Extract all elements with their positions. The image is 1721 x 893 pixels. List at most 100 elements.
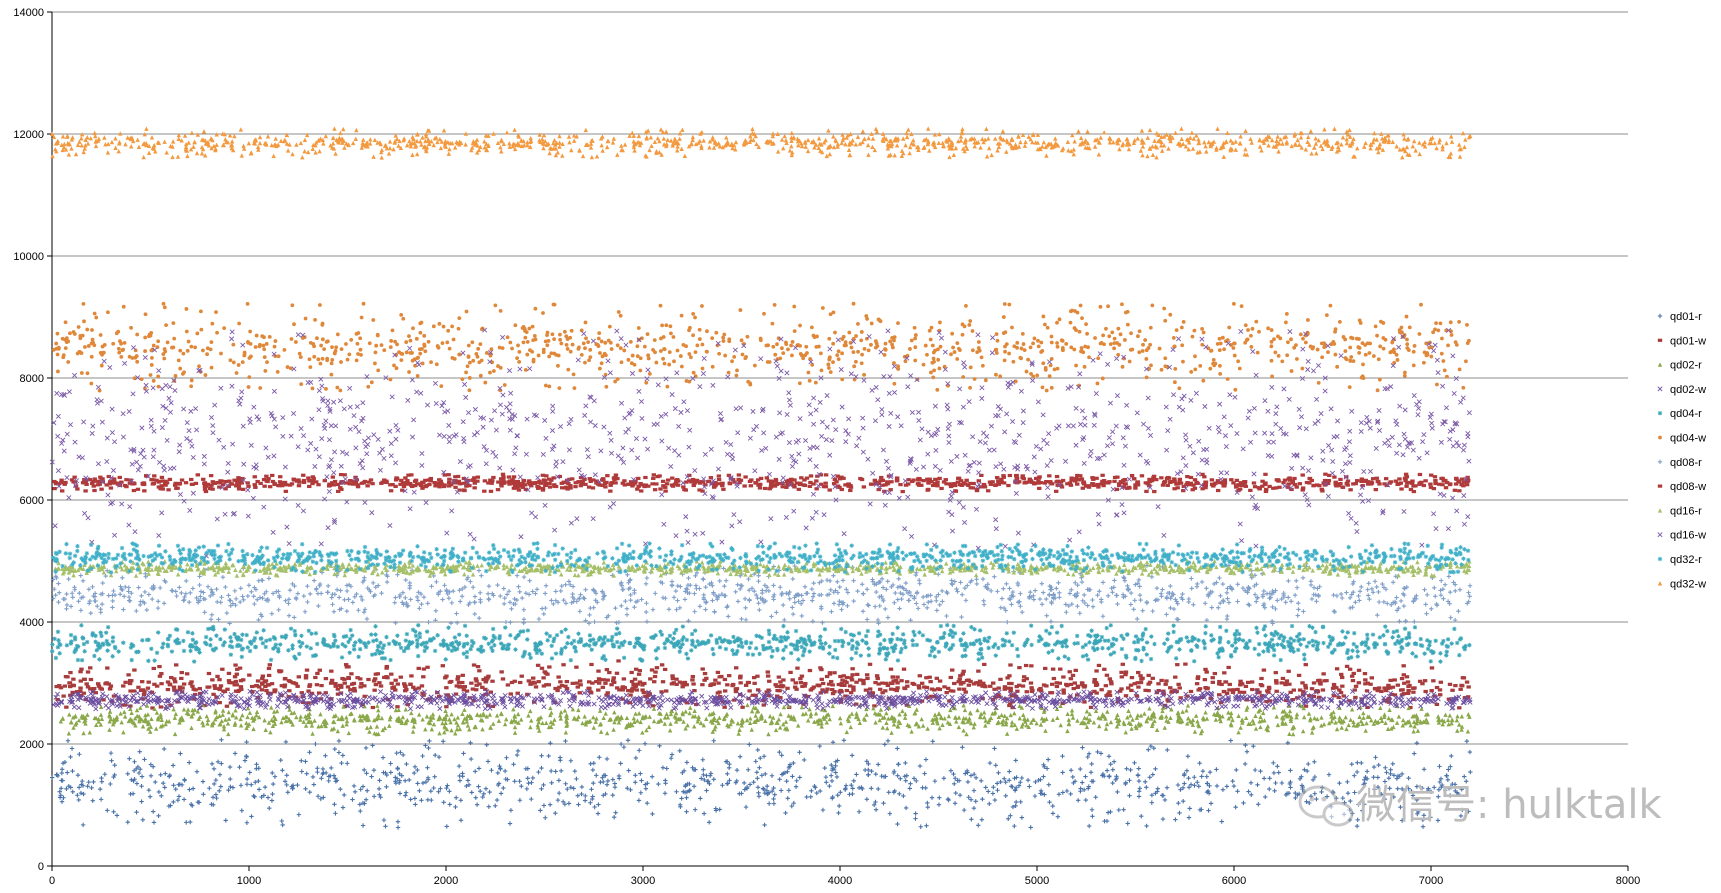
- data-point: [755, 688, 761, 692]
- data-point: [1200, 768, 1206, 774]
- data-point: [266, 691, 271, 695]
- data-point: [163, 771, 168, 776]
- data-point: [1415, 718, 1420, 724]
- data-point: [1332, 714, 1337, 720]
- data-point: [1184, 635, 1189, 640]
- data-point: [992, 746, 997, 751]
- data-point: [1283, 681, 1288, 686]
- data-point: [649, 774, 655, 779]
- data-point: [722, 715, 727, 721]
- data-point: [159, 717, 164, 723]
- data-point: [792, 717, 797, 722]
- data-point: [1186, 775, 1191, 781]
- data-point: [610, 679, 616, 683]
- data-point: [856, 631, 862, 636]
- y-tick-label: 8000: [20, 373, 44, 385]
- data-point: [853, 650, 859, 656]
- data-point: [256, 778, 261, 784]
- data-point: [1080, 745, 1085, 750]
- data-point: [1341, 694, 1346, 698]
- data-point: [1450, 781, 1455, 787]
- data-point: [728, 704, 734, 711]
- data-point: [1274, 714, 1279, 719]
- data-point: [910, 681, 915, 686]
- data-point: [346, 675, 351, 680]
- data-point: [107, 727, 112, 732]
- data-point: [818, 718, 824, 723]
- data-point: [87, 730, 93, 735]
- data-point: [962, 707, 968, 713]
- data-point: [428, 717, 433, 722]
- data-point: [444, 824, 449, 829]
- data-point: [393, 641, 398, 647]
- data-point: [998, 779, 1003, 785]
- data-point: [1210, 680, 1216, 684]
- data-point: [729, 717, 734, 723]
- data-point: [1021, 675, 1027, 679]
- data-point: [659, 690, 664, 694]
- data-point: [1361, 710, 1366, 716]
- data-point: [816, 721, 821, 726]
- data-point: [336, 716, 341, 721]
- data-point: [760, 786, 766, 791]
- data-point: [112, 762, 117, 768]
- data-point: [603, 773, 608, 778]
- data-point: [303, 759, 308, 764]
- data-point: [188, 819, 193, 825]
- data-point: [1051, 676, 1057, 681]
- data-point: [455, 675, 461, 679]
- data-point: [785, 630, 790, 635]
- data-point: [788, 670, 793, 675]
- data-point: [225, 687, 230, 691]
- data-point: [837, 715, 843, 721]
- data-point: [562, 802, 568, 807]
- data-point: [679, 796, 684, 801]
- data-point: [634, 688, 639, 692]
- data-point: [576, 707, 581, 713]
- data-point: [1347, 699, 1352, 703]
- data-point: [1438, 680, 1444, 684]
- data-point: [264, 638, 269, 643]
- data-point: [830, 796, 835, 801]
- data-point: [878, 707, 884, 712]
- data-point: [371, 794, 377, 799]
- data-point: [412, 719, 418, 725]
- data-point: [128, 716, 133, 722]
- data-point: [1348, 717, 1353, 722]
- data-point: [976, 683, 982, 687]
- data-point: [1401, 664, 1406, 668]
- data-point: [1428, 789, 1434, 794]
- data-point: [867, 662, 873, 666]
- data-point: [1284, 791, 1290, 796]
- data-point: [880, 715, 885, 720]
- data-point: [749, 708, 755, 714]
- data-point: [209, 761, 215, 766]
- data-point: [706, 820, 712, 825]
- data-point: [664, 711, 669, 717]
- data-point: [754, 770, 760, 775]
- data-point: [1415, 811, 1420, 817]
- x-tick-label: 4000: [828, 875, 852, 887]
- data-point: [219, 692, 225, 698]
- data-point: [1008, 712, 1013, 718]
- data-point: [851, 778, 856, 783]
- data-point: [574, 665, 579, 669]
- data-point: [690, 678, 695, 682]
- data-point: [1136, 794, 1142, 799]
- data-point: [1071, 686, 1076, 691]
- data-point: [633, 755, 639, 761]
- data-point: [1083, 774, 1088, 779]
- data-point: [287, 689, 292, 693]
- data-point: [1237, 690, 1243, 694]
- data-point: [932, 778, 938, 784]
- data-point: [1353, 684, 1359, 688]
- data-point: [910, 638, 915, 643]
- data-point: [1099, 688, 1104, 692]
- data-point: [1019, 775, 1025, 781]
- data-point: [819, 668, 824, 672]
- data-point: [636, 672, 642, 676]
- data-point: [905, 722, 910, 727]
- data-point: [110, 635, 116, 640]
- data-point: [935, 721, 940, 726]
- data-point: [358, 808, 363, 814]
